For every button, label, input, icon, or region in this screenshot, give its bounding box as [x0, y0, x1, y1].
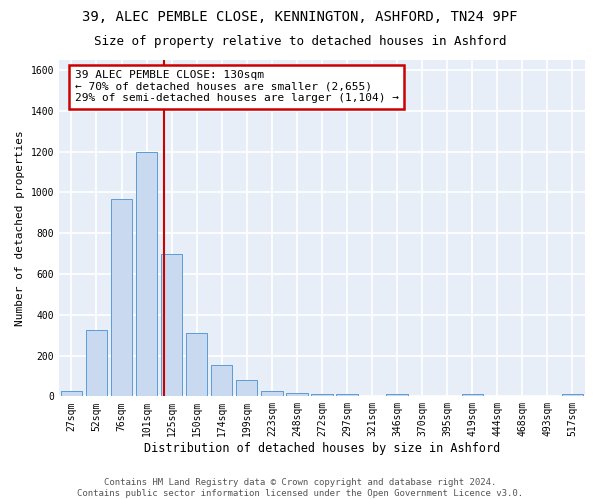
Text: 39, ALEC PEMBLE CLOSE, KENNINGTON, ASHFORD, TN24 9PF: 39, ALEC PEMBLE CLOSE, KENNINGTON, ASHFO…: [82, 10, 518, 24]
Text: Contains HM Land Registry data © Crown copyright and database right 2024.
Contai: Contains HM Land Registry data © Crown c…: [77, 478, 523, 498]
Bar: [236, 380, 257, 396]
Text: 39 ALEC PEMBLE CLOSE: 130sqm
← 70% of detached houses are smaller (2,655)
29% of: 39 ALEC PEMBLE CLOSE: 130sqm ← 70% of de…: [74, 70, 398, 103]
Bar: [61, 391, 82, 396]
Y-axis label: Number of detached properties: Number of detached properties: [15, 130, 25, 326]
Bar: [186, 333, 208, 396]
Bar: [386, 394, 408, 396]
X-axis label: Distribution of detached houses by size in Ashford: Distribution of detached houses by size …: [144, 442, 500, 455]
Bar: [136, 152, 157, 396]
Bar: [161, 254, 182, 396]
Bar: [311, 394, 332, 396]
Bar: [261, 391, 283, 396]
Bar: [111, 198, 132, 396]
Bar: [211, 364, 232, 396]
Bar: [461, 394, 483, 396]
Bar: [286, 394, 308, 396]
Bar: [562, 394, 583, 396]
Bar: [337, 394, 358, 396]
Bar: [86, 330, 107, 396]
Text: Size of property relative to detached houses in Ashford: Size of property relative to detached ho…: [94, 35, 506, 48]
